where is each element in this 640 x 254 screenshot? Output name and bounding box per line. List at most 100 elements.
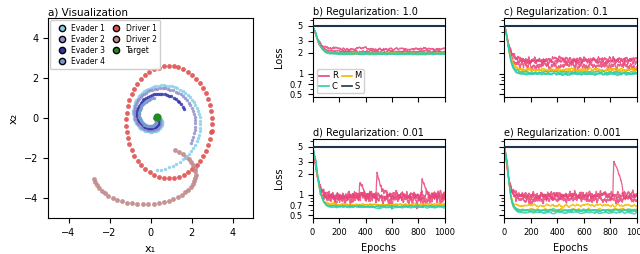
Point — [143, 87, 154, 91]
Point — [183, 188, 193, 192]
Point — [134, 123, 145, 128]
Point — [129, 154, 140, 158]
Point — [151, 119, 161, 123]
Point — [180, 91, 190, 95]
Point — [133, 98, 143, 102]
Point — [190, 176, 200, 180]
Point — [174, 100, 184, 104]
Point — [150, 116, 160, 120]
Point — [138, 128, 148, 132]
Point — [153, 84, 163, 88]
Point — [154, 117, 164, 121]
Point — [135, 117, 145, 121]
Point — [137, 100, 147, 104]
Point — [159, 200, 169, 204]
Point — [130, 115, 140, 119]
Point — [134, 108, 145, 112]
Point — [154, 124, 164, 128]
Point — [150, 129, 161, 133]
Point — [152, 122, 163, 126]
Point — [140, 122, 150, 126]
Point — [195, 129, 205, 133]
Point — [132, 100, 142, 104]
Point — [143, 98, 154, 102]
Point — [164, 176, 174, 180]
Point — [134, 119, 145, 123]
Point — [156, 119, 166, 123]
Point — [154, 127, 164, 131]
Point — [138, 122, 148, 126]
Point — [173, 65, 184, 69]
X-axis label: x₁: x₁ — [145, 244, 156, 254]
Point — [131, 100, 141, 104]
Point — [191, 173, 201, 177]
Point — [147, 97, 157, 101]
Point — [156, 123, 166, 127]
Point — [145, 128, 156, 132]
Point — [182, 93, 193, 97]
Point — [194, 112, 204, 116]
Point — [132, 110, 143, 115]
Point — [145, 126, 156, 130]
Point — [181, 155, 191, 159]
Point — [136, 163, 147, 167]
Point — [152, 122, 163, 126]
Point — [155, 121, 165, 125]
Point — [138, 202, 148, 207]
Point — [178, 67, 188, 71]
Point — [143, 89, 153, 93]
Point — [152, 123, 162, 127]
Point — [145, 94, 155, 98]
Point — [180, 190, 190, 195]
Point — [147, 88, 157, 92]
Point — [132, 114, 143, 118]
Point — [132, 122, 142, 126]
Point — [195, 122, 205, 126]
Point — [129, 116, 139, 120]
Point — [152, 168, 162, 172]
Point — [147, 130, 157, 134]
Point — [156, 123, 166, 128]
Point — [154, 126, 164, 131]
Point — [147, 93, 157, 97]
Point — [132, 96, 143, 100]
Point — [136, 95, 146, 99]
Point — [123, 136, 133, 140]
Point — [127, 201, 137, 205]
Point — [159, 92, 170, 96]
Point — [127, 92, 137, 96]
Point — [155, 86, 165, 90]
Point — [134, 103, 145, 107]
Point — [155, 118, 165, 122]
Point — [148, 128, 158, 132]
Point — [184, 157, 194, 162]
Point — [136, 119, 147, 123]
Point — [177, 152, 188, 156]
Point — [190, 169, 200, 173]
Point — [141, 88, 151, 92]
Point — [153, 119, 163, 123]
Point — [155, 122, 165, 126]
Point — [178, 94, 188, 98]
Point — [160, 86, 170, 90]
Point — [137, 91, 147, 95]
Point — [175, 92, 186, 97]
Point — [153, 116, 163, 120]
Point — [156, 83, 166, 87]
Point — [152, 116, 163, 120]
Point — [156, 118, 166, 122]
Point — [189, 166, 200, 170]
Point — [157, 120, 167, 124]
Point — [150, 122, 160, 126]
Point — [164, 84, 174, 88]
Point — [157, 121, 167, 125]
Point — [172, 86, 182, 90]
Point — [145, 130, 155, 134]
Point — [177, 104, 188, 108]
Point — [160, 167, 170, 171]
Point — [139, 89, 149, 93]
Point — [136, 118, 146, 122]
Point — [201, 149, 211, 153]
Point — [144, 128, 154, 132]
Point — [183, 170, 193, 174]
